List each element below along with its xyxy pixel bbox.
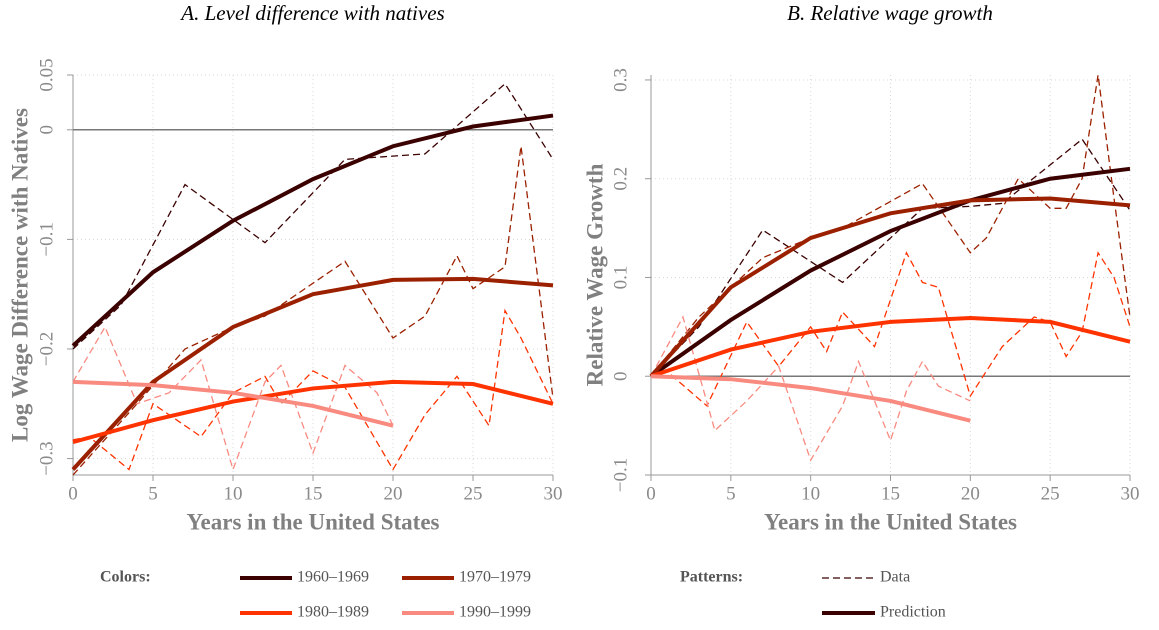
x-tick-label: 15 <box>881 483 900 504</box>
y-tick-label: −0.1 <box>36 222 57 256</box>
x-tick-label: 10 <box>801 483 820 504</box>
y-tick-label: 0.1 <box>610 266 631 290</box>
x-tick-label: 30 <box>544 483 563 504</box>
prediction-line <box>649 166 1131 378</box>
x-tick-label: 15 <box>304 483 323 504</box>
prediction-line <box>649 196 1131 378</box>
legend-label: Prediction <box>880 604 946 621</box>
y-tick-label: 0.3 <box>610 68 631 92</box>
x-tick-label: 30 <box>1121 483 1140 504</box>
panel-title: B. Relative wage growth <box>787 1 993 25</box>
prediction-line <box>650 374 971 423</box>
x-axis-label: Years in the United States <box>764 509 1017 534</box>
x-tick-label: 20 <box>384 483 403 504</box>
y-tick-label: 0.05 <box>36 58 57 91</box>
x-tick-label: 5 <box>726 483 736 504</box>
x-tick-label: 0 <box>68 483 78 504</box>
legend-label: 1970–1979 <box>459 569 531 586</box>
x-axis-label: Years in the United States <box>187 509 440 534</box>
x-tick-label: 5 <box>148 483 158 504</box>
x-tick-label: 10 <box>224 483 243 504</box>
data-line <box>650 138 1131 377</box>
legend-label: Data <box>880 569 910 586</box>
legend-label: 1960–1969 <box>297 569 369 586</box>
legend-label: 1980–1989 <box>297 604 369 621</box>
x-tick-label: 0 <box>646 483 656 504</box>
legend-heading: Colors: <box>100 569 151 586</box>
data-line <box>72 82 554 350</box>
prediction-line <box>71 276 554 471</box>
data-line <box>650 74 1131 377</box>
prediction-line <box>650 315 1131 379</box>
y-tick-label: −0.3 <box>36 441 57 475</box>
x-tick-label: 25 <box>1041 483 1060 504</box>
data-line <box>650 251 1131 407</box>
x-tick-label: 25 <box>464 483 483 504</box>
prediction-line <box>71 113 554 348</box>
legend-heading: Patterns: <box>680 569 743 586</box>
prediction-line <box>72 379 394 428</box>
y-axis-label: Relative Wage Growth <box>582 163 607 386</box>
y-tick-label: −0.1 <box>610 458 631 492</box>
y-tick-label: 0.2 <box>610 167 631 191</box>
x-tick-label: 20 <box>961 483 980 504</box>
y-tick-label: 0 <box>36 125 57 135</box>
data-line <box>72 325 394 472</box>
legend-label: 1990–1999 <box>459 604 531 621</box>
y-tick-label: 0 <box>610 371 631 381</box>
panel-title: A. Level difference with natives <box>179 1 444 25</box>
prediction-line <box>72 379 554 445</box>
y-axis-label: Log Wage Difference with Natives <box>7 108 32 442</box>
data-line <box>72 146 554 476</box>
y-tick-label: −0.2 <box>36 332 57 366</box>
